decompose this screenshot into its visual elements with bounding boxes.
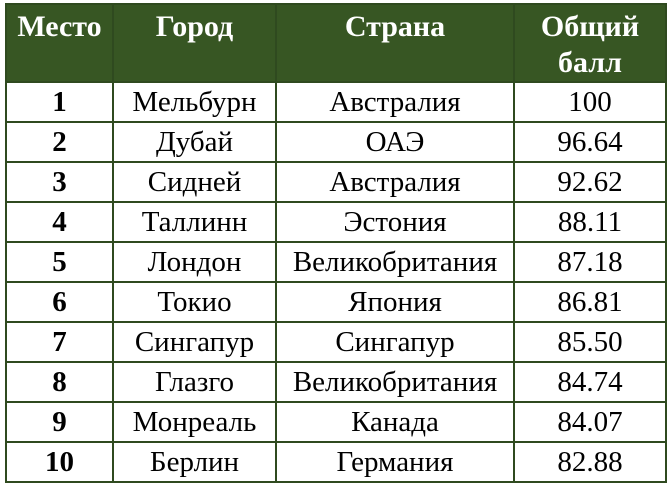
- rank-cell: 2: [5, 121, 114, 163]
- header-rank: Место: [5, 3, 114, 83]
- country-cell: Великобритания: [275, 241, 515, 283]
- table-body: 1 Мельбурн Австралия 100 2 Дубай ОАЭ 96.64 3 Сидн…: [5, 81, 667, 483]
- table-row: 3 Сидней Австралия 92.62: [5, 161, 667, 203]
- header-city: Город: [112, 3, 277, 83]
- table-row: 4 Таллинн Эстония 88.11: [5, 201, 667, 243]
- score-cell: 87.18: [513, 241, 667, 283]
- country-cell: Германия: [275, 441, 515, 483]
- city-ranking-table: Место Город Страна Общий балл 1 Мельбурн Ав…: [5, 3, 667, 483]
- city-cell: Мельбурн: [112, 81, 277, 123]
- score-cell: 86.81: [513, 281, 667, 323]
- table-header: Место Город Страна Общий балл: [5, 3, 667, 83]
- score-cell: 84.74: [513, 361, 667, 403]
- rank-cell: 8: [5, 361, 114, 403]
- rank-cell: 4: [5, 201, 114, 243]
- country-cell: ОАЭ: [275, 121, 515, 163]
- rank-cell: 9: [5, 401, 114, 443]
- country-cell: Сингапур: [275, 321, 515, 363]
- score-cell: 84.07: [513, 401, 667, 443]
- header-country: Страна: [275, 3, 515, 83]
- score-cell: 82.88: [513, 441, 667, 483]
- header-score-line2: балл: [558, 46, 622, 79]
- table-row: 7 Сингапур Сингапур 85.50: [5, 321, 667, 363]
- city-cell: Сидней: [112, 161, 277, 203]
- table-row: 10 Берлин Германия 82.88: [5, 441, 667, 483]
- header-score: Общий балл: [513, 3, 667, 83]
- city-cell: Сингапур: [112, 321, 277, 363]
- country-cell: Канада: [275, 401, 515, 443]
- score-cell: 88.11: [513, 201, 667, 243]
- table-row: 8 Глазго Великобритания 84.74: [5, 361, 667, 403]
- rank-cell: 5: [5, 241, 114, 283]
- city-cell: Дубай: [112, 121, 277, 163]
- rank-cell: 1: [5, 81, 114, 123]
- score-cell: 92.62: [513, 161, 667, 203]
- country-cell: Япония: [275, 281, 515, 323]
- country-cell: Австралия: [275, 81, 515, 123]
- table-row: 6 Токио Япония 86.81: [5, 281, 667, 323]
- city-cell: Лондон: [112, 241, 277, 283]
- rank-cell: 7: [5, 321, 114, 363]
- city-cell: Токио: [112, 281, 277, 323]
- rank-cell: 10: [5, 441, 114, 483]
- table-row: 1 Мельбурн Австралия 100: [5, 81, 667, 123]
- country-cell: Эстония: [275, 201, 515, 243]
- score-cell: 100: [513, 81, 667, 123]
- score-cell: 96.64: [513, 121, 667, 163]
- rank-cell: 6: [5, 281, 114, 323]
- city-cell: Берлин: [112, 441, 277, 483]
- city-cell: Таллинн: [112, 201, 277, 243]
- table-row: 2 Дубай ОАЭ 96.64: [5, 121, 667, 163]
- header-row: Место Город Страна Общий балл: [5, 3, 667, 83]
- city-cell: Глазго: [112, 361, 277, 403]
- country-cell: Австралия: [275, 161, 515, 203]
- city-cell: Монреаль: [112, 401, 277, 443]
- header-score-line1: Общий: [540, 10, 640, 43]
- rank-cell: 3: [5, 161, 114, 203]
- table-row: 5 Лондон Великобритания 87.18: [5, 241, 667, 283]
- score-cell: 85.50: [513, 321, 667, 363]
- table-row: 9 Монреаль Канада 84.07: [5, 401, 667, 443]
- country-cell: Великобритания: [275, 361, 515, 403]
